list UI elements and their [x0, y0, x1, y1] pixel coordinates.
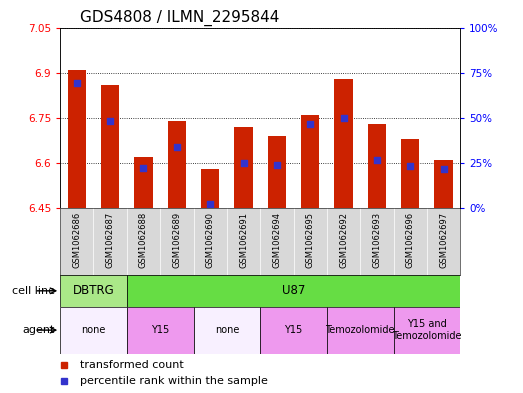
- Bar: [60, 275, 127, 307]
- Bar: [101, 85, 119, 208]
- Text: Temozolomide: Temozolomide: [325, 325, 395, 335]
- Bar: [134, 157, 153, 208]
- Text: none: none: [214, 325, 239, 335]
- Point: [406, 163, 414, 169]
- Text: GSM1062693: GSM1062693: [372, 212, 381, 268]
- Bar: [393, 307, 460, 354]
- Bar: [168, 121, 186, 208]
- Bar: [127, 307, 194, 354]
- Bar: [127, 275, 460, 307]
- Text: GSM1062690: GSM1062690: [206, 212, 214, 268]
- Bar: [401, 139, 419, 208]
- Point: [339, 115, 348, 121]
- Text: transformed count: transformed count: [80, 360, 184, 371]
- Text: GSM1062692: GSM1062692: [339, 212, 348, 268]
- Point: [173, 143, 181, 150]
- Point: [373, 157, 381, 163]
- Text: GSM1062686: GSM1062686: [72, 212, 81, 268]
- Point: [139, 165, 147, 171]
- Point: [106, 118, 115, 124]
- Text: GSM1062696: GSM1062696: [406, 212, 415, 268]
- Point: [73, 80, 81, 86]
- Text: GSM1062689: GSM1062689: [173, 212, 181, 268]
- Text: Y15: Y15: [151, 325, 169, 335]
- Point: [240, 160, 248, 166]
- Text: GSM1062695: GSM1062695: [306, 212, 315, 268]
- Text: agent: agent: [22, 325, 55, 335]
- Bar: [260, 307, 327, 354]
- Bar: [234, 127, 253, 208]
- Bar: [201, 169, 219, 208]
- Point: [206, 201, 214, 207]
- Bar: [368, 124, 386, 208]
- Bar: [327, 307, 393, 354]
- Text: Y15 and
Temozolomide: Y15 and Temozolomide: [392, 320, 462, 341]
- Text: DBTRG: DBTRG: [73, 284, 115, 298]
- Text: Y15: Y15: [285, 325, 303, 335]
- Text: GSM1062688: GSM1062688: [139, 212, 148, 268]
- Bar: [60, 307, 127, 354]
- Bar: [67, 70, 86, 208]
- Point: [306, 121, 314, 127]
- Text: GSM1062694: GSM1062694: [272, 212, 281, 268]
- Point: [439, 166, 448, 172]
- Text: none: none: [81, 325, 106, 335]
- Text: GSM1062697: GSM1062697: [439, 212, 448, 268]
- Text: GSM1062691: GSM1062691: [239, 212, 248, 268]
- Text: GSM1062687: GSM1062687: [106, 212, 115, 268]
- Text: U87: U87: [282, 284, 305, 298]
- Text: percentile rank within the sample: percentile rank within the sample: [80, 376, 268, 386]
- Text: cell line: cell line: [12, 286, 55, 296]
- Bar: [301, 115, 320, 208]
- Bar: [435, 160, 453, 208]
- Point: [272, 162, 281, 168]
- Text: GDS4808 / ILMN_2295844: GDS4808 / ILMN_2295844: [80, 10, 279, 26]
- Bar: [334, 79, 353, 208]
- Bar: [268, 136, 286, 208]
- Bar: [194, 307, 260, 354]
